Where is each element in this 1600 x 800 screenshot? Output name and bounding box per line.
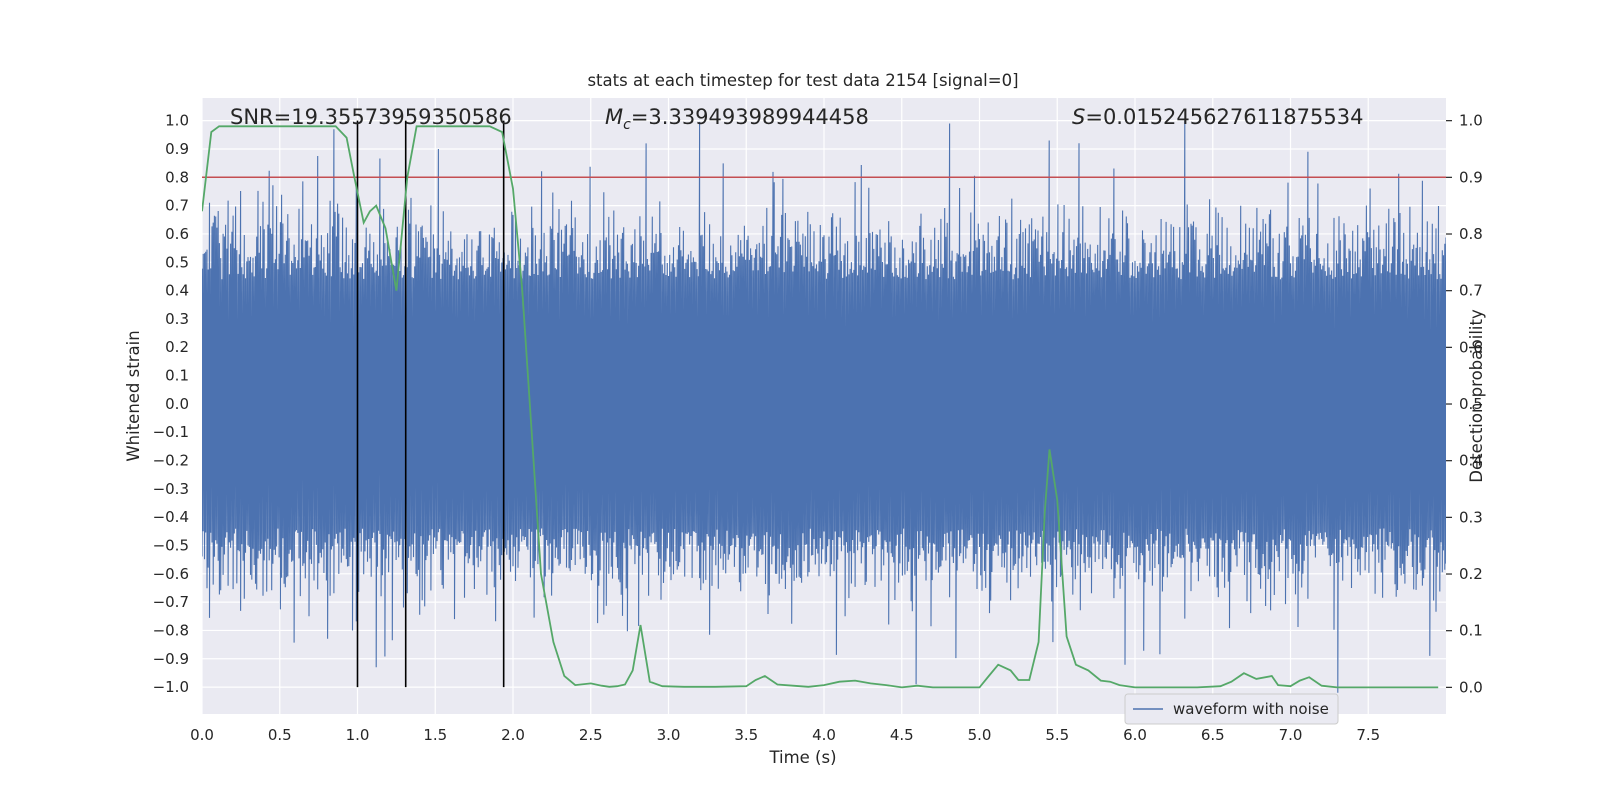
right-tick-label: 0.7 — [1459, 282, 1483, 300]
right-tick-label: 0.2 — [1459, 565, 1483, 583]
vertical-marker-lines — [356, 120, 505, 688]
right-tick-label: 0.1 — [1459, 622, 1483, 640]
waveform-with-noise-series — [202, 120, 1446, 693]
left-tick-label: 0.2 — [165, 338, 189, 356]
x-tick-label: 3.5 — [734, 726, 758, 744]
right-tick-label: 0.5 — [1459, 395, 1483, 413]
right-tick-label: 0.3 — [1459, 508, 1483, 526]
right-y-axis-label: Detection probability — [1467, 309, 1486, 483]
x-tick-label: 2.0 — [501, 726, 525, 744]
legend-label: waveform with noise — [1173, 700, 1329, 718]
left-tick-label: −0.4 — [153, 508, 189, 526]
left-tick-label: −0.3 — [153, 480, 189, 498]
x-tick-label: 5.5 — [1045, 726, 1069, 744]
x-tick-label: 6.0 — [1123, 726, 1147, 744]
left-tick-label: 0.8 — [165, 168, 189, 186]
left-tick-label: −0.9 — [153, 650, 189, 668]
left-tick-label: −0.7 — [153, 593, 189, 611]
left-tick-label: 0.6 — [165, 225, 189, 243]
detection-probability-series — [202, 125, 1439, 689]
left-tick-label: −0.2 — [153, 452, 189, 470]
x-axis-label: Time (s) — [768, 748, 836, 767]
left-tick-label: −0.5 — [153, 536, 189, 554]
left-tick-label: −0.8 — [153, 621, 189, 639]
right-tick-label: 0.4 — [1459, 452, 1483, 470]
x-tick-label: 3.0 — [657, 726, 681, 744]
left-tick-label: 0.3 — [165, 310, 189, 328]
s-statistic-annotation: S=0.015245627611875534 — [1072, 105, 1363, 129]
x-tick-label: 6.5 — [1201, 726, 1225, 744]
right-tick-label: 0.6 — [1459, 338, 1483, 356]
x-tick-label: 7.0 — [1279, 726, 1303, 744]
x-tick-label: 4.0 — [812, 726, 836, 744]
left-tick-label: −1.0 — [153, 678, 189, 696]
left-tick-label: −0.1 — [153, 423, 189, 441]
left-tick-label: 0.4 — [165, 282, 189, 300]
right-tick-label: 1.0 — [1459, 112, 1483, 130]
left-y-axis-ticks: 1.0 0.9 0.8 0.7 0.6 0.5 0.4 0.3 0.2 0.1 0.0 −0.1 −0.… — [153, 112, 189, 696]
right-tick-label: 0.9 — [1459, 168, 1483, 186]
x-tick-label: 5.0 — [968, 726, 992, 744]
left-tick-label: 0.7 — [165, 197, 189, 215]
x-tick-label: 1.0 — [346, 726, 370, 744]
legend-box — [1124, 693, 1339, 725]
x-tick-label: 7.5 — [1356, 726, 1380, 744]
x-tick-label: 0.0 — [190, 726, 214, 744]
x-tick-label: 2.5 — [579, 726, 603, 744]
right-tick-label: 0.0 — [1459, 678, 1483, 696]
legend: waveform with noise — [1124, 693, 1339, 725]
x-axis-ticks: 0.0 0.5 1.0 1.5 2.0 2.5 3.0 3.5 4.0 4.5 5.0 5.5 6.0 6… — [190, 726, 1380, 744]
right-y-axis-ticks: 1.0 0.9 0.8 0.7 0.6 0.5 0.4 0.3 0.2 0.1 0.0 — [1446, 112, 1483, 696]
chart-title: stats at each timestep for test data 215… — [587, 71, 1018, 90]
left-y-axis-label: Whitened strain — [124, 330, 143, 461]
x-tick-label: 4.5 — [890, 726, 914, 744]
left-tick-label: 1.0 — [165, 112, 189, 130]
x-tick-label: 1.5 — [423, 726, 447, 744]
left-tick-label: 0.1 — [165, 367, 189, 385]
left-tick-label: 0.0 — [165, 395, 189, 413]
chirp-mass-annotation: Mc=3.339493989944458 — [605, 105, 869, 133]
right-tick-label: 0.8 — [1459, 225, 1483, 243]
left-tick-label: 0.5 — [165, 253, 189, 271]
left-tick-label: −0.6 — [153, 565, 189, 583]
left-tick-label: 0.9 — [165, 140, 189, 158]
snr-annotation: SNR=19.35573959350586 — [230, 105, 512, 129]
x-tick-label: 0.5 — [268, 726, 292, 744]
